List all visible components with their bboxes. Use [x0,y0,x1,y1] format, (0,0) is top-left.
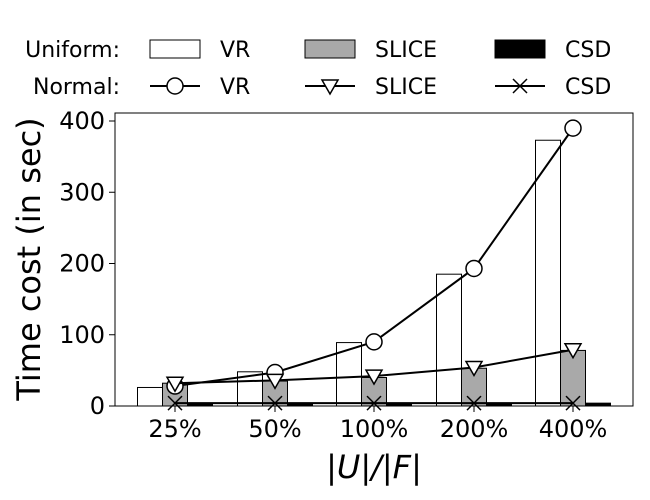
x-tick-label-4: 400% [539,415,608,443]
legend-label-2: CSD [565,38,611,63]
legend-gray-bar [304,39,356,59]
vr-point-4 [564,119,582,137]
legend-circle-line-marker [166,77,184,95]
slice-point-0 [165,376,185,393]
slice-point-4 [563,342,583,360]
legend-normal-label: Normal: [33,75,120,100]
y-tick-label-2: 200 [59,250,105,278]
csd-point-4 [565,395,581,411]
legend-white-bar [149,39,201,59]
csd-point-0 [167,395,183,411]
legend-label-5: CSD [565,75,611,100]
plot-area [137,119,611,411]
csd-point-3 [466,395,482,411]
csd-point-2 [366,395,382,411]
x-tick-label-3: 200% [440,415,509,443]
legend-triangle-line-marker [320,79,340,96]
vr-bar-3 [436,273,462,407]
vr-bar-0 [137,386,163,407]
x-tick-label-0: 25% [148,415,201,443]
y-axis-title: Time cost (in sec) [10,117,48,401]
legend: Uniform: Normal: VR SLICE CSD VR SLICE CSD [25,38,611,100]
slice-point-3 [464,360,484,378]
legend-uniform-label: Uniform: [25,38,120,63]
legend-label-3: VR [220,75,250,100]
x-tick-label-1: 50% [248,415,301,443]
y-tick-label-0: 0 [90,392,105,420]
slice-bar-4 [560,349,586,407]
vr-bar-4 [535,139,561,407]
legend-x-line-marker [512,78,528,94]
legend-label-1: SLICE [375,38,437,63]
legend-label-4: SLICE [375,75,437,100]
legend-black-bar [494,39,546,59]
y-tick-label-3: 300 [59,178,105,206]
csd-point-1 [267,395,283,411]
slice-point-1 [265,373,285,390]
vr-point-2 [365,333,383,351]
axes: 0 100 200 300 400 25% 50% 100% 200% 400% |U|/|F| Ti… [10,107,634,486]
slice-point-2 [364,369,384,386]
y-tick-label-4: 400 [59,107,105,135]
legend-label-0: VR [220,38,250,63]
x-axis-title: |U|/|F| [326,448,422,486]
x-tick-label-2: 100% [340,415,409,443]
y-tick-label-1: 100 [59,321,105,349]
vr-point-3 [465,259,483,278]
